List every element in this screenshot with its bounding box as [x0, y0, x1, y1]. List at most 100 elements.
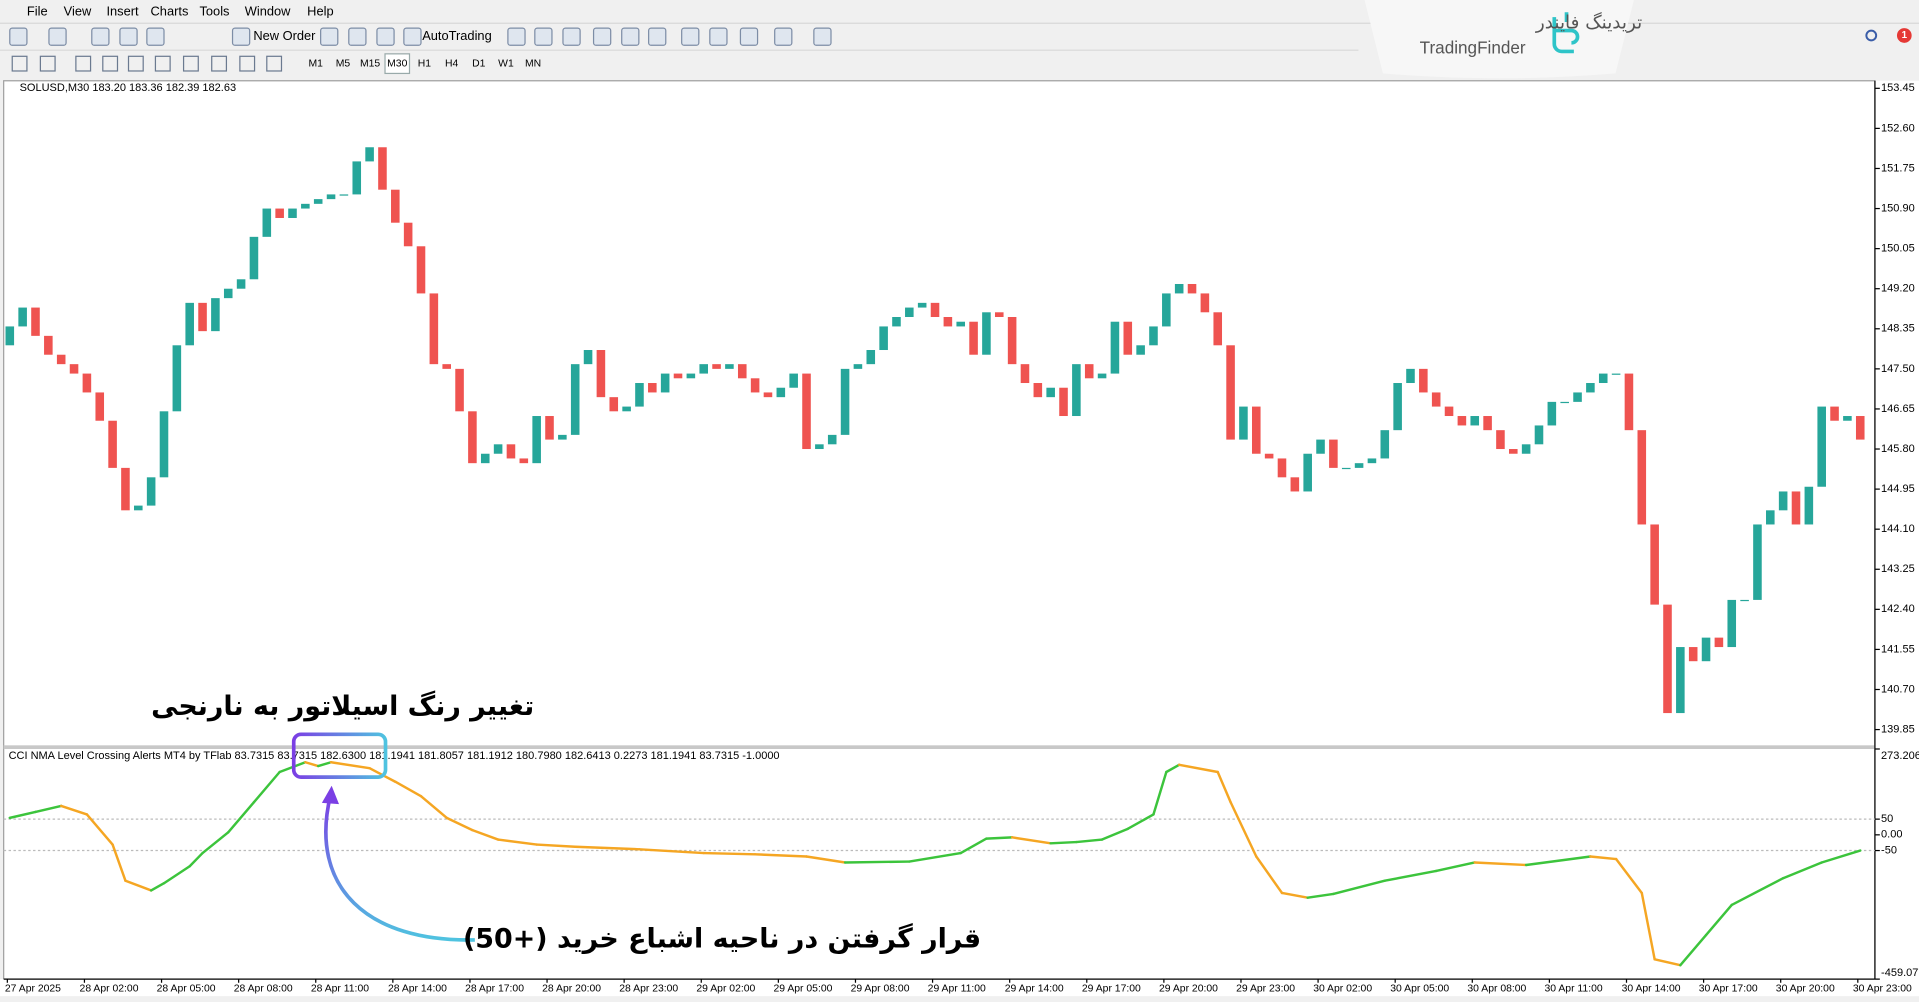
candle-body [1354, 463, 1364, 468]
menu-item[interactable]: Tools [199, 4, 229, 19]
cci-segment [252, 770, 281, 804]
menu-item[interactable]: Charts [151, 4, 189, 19]
candle-body [313, 199, 323, 204]
tool-icon[interactable] [266, 55, 283, 72]
timeframe-button[interactable]: M5 [336, 58, 351, 69]
x-tick-label: 28 Apr 23:00 [619, 984, 678, 995]
tool-icon[interactable] [182, 55, 199, 72]
toolbar-icon[interactable] [709, 27, 728, 46]
cci-segment [702, 851, 757, 856]
new-order-button[interactable]: New Order [253, 28, 316, 43]
toolbar-icon[interactable] [774, 27, 793, 46]
cci-segment [1704, 903, 1733, 937]
candle-body [480, 453, 490, 464]
timeframe-button[interactable]: D1 [472, 58, 486, 69]
toolbar-icon[interactable] [376, 27, 395, 46]
toolbar-icon[interactable] [146, 27, 165, 46]
autotrading-button[interactable]: AutoTrading [422, 28, 492, 43]
candle-body [1341, 467, 1351, 470]
toolbar-icon[interactable] [91, 27, 110, 46]
cci-segment [8, 810, 37, 820]
notification-badge[interactable] [1896, 28, 1912, 43]
candle-body [288, 208, 297, 218]
candle-body [648, 383, 657, 393]
timeframe-button[interactable]: H1 [418, 58, 432, 69]
price-axis [1874, 80, 1919, 997]
toolbar-icon[interactable] [621, 27, 640, 46]
toolbar-icon[interactable] [648, 27, 667, 46]
menu-item[interactable]: Insert [106, 4, 139, 19]
cci-segment [1165, 763, 1181, 774]
tool-icon[interactable] [39, 55, 56, 72]
y-tick-label: 144.95 [1881, 483, 1915, 495]
toolbar-icon[interactable] [119, 27, 138, 46]
y-tick-label: 50 [1881, 813, 1893, 825]
toolbar-icon[interactable] [48, 27, 67, 46]
toolbar-icon[interactable] [562, 27, 581, 46]
tool-icon[interactable] [239, 55, 256, 72]
annotation-note: قرار گرفتن در ناحیه اشباع خرید (+50) [463, 922, 981, 954]
candle-body [1560, 401, 1569, 404]
toolbar-icon[interactable] [320, 27, 339, 46]
timeframe-button[interactable]: W1 [498, 58, 514, 69]
highlight-box [291, 732, 388, 779]
menu-item[interactable]: View [64, 4, 92, 19]
toolbar-icon[interactable] [813, 27, 832, 46]
candle-body [905, 307, 914, 318]
candle-body [159, 411, 169, 478]
toolbar-icon[interactable] [534, 27, 553, 46]
cci-segment [1473, 861, 1528, 867]
search-icon[interactable] [1865, 29, 1878, 42]
x-tick-label: 30 Apr 11:00 [1544, 984, 1602, 995]
candle-body [1419, 368, 1428, 393]
x-tick-label: 29 Apr 17:00 [1082, 984, 1141, 995]
cci-segment [188, 851, 204, 868]
timeframe-button[interactable]: H4 [445, 58, 459, 69]
candle-body [673, 373, 683, 379]
menu-item[interactable]: Help [307, 4, 333, 19]
cci-segment [1781, 861, 1823, 880]
x-tick-label: 28 Apr 14:00 [388, 984, 447, 995]
menu-item[interactable]: Window [245, 4, 291, 19]
panel-divider [3, 745, 1875, 749]
timeframe-button[interactable]: M15 [360, 58, 380, 69]
toolbar-icon[interactable] [739, 27, 759, 46]
candle-body [532, 416, 541, 464]
timeframe-button[interactable]: M30 [387, 58, 407, 69]
toolbar-icon[interactable] [507, 27, 526, 46]
toolbar-icon[interactable] [403, 27, 422, 46]
toolbar-icon[interactable] [592, 27, 612, 46]
x-tick-label: 30 Apr 20:00 [1776, 984, 1835, 995]
tool-icon[interactable] [102, 55, 119, 72]
candle-body [223, 288, 233, 299]
menu-item[interactable]: File [27, 4, 48, 19]
toolbar-icon[interactable] [681, 27, 700, 46]
candle-body [1123, 321, 1133, 355]
candle-body [815, 444, 824, 450]
timeframe-button[interactable]: M1 [309, 58, 324, 69]
tool-icon[interactable] [11, 55, 28, 72]
cci-segment [445, 816, 474, 832]
timeframe-button[interactable]: MN [525, 58, 541, 69]
candle-body [172, 345, 182, 412]
candle-body [1149, 326, 1158, 346]
toolbar-icon[interactable] [231, 27, 251, 46]
tool-icon[interactable] [75, 55, 92, 72]
tool-icon[interactable] [154, 55, 171, 72]
toolbar-icon[interactable] [9, 27, 28, 46]
tool-icon[interactable] [211, 55, 228, 72]
cci-segment [201, 831, 230, 855]
candle-body [378, 147, 387, 190]
candle-body [1573, 392, 1582, 402]
candle-body [18, 307, 27, 327]
cci-segment [843, 860, 911, 864]
x-tick-label: 29 Apr 23:00 [1236, 984, 1295, 995]
candle-body [1547, 401, 1557, 426]
candle-body [789, 373, 798, 388]
cci-segment [1383, 869, 1438, 882]
toolbar-icon[interactable] [348, 27, 367, 46]
candle-body [558, 434, 567, 440]
x-tick-label: 30 Apr 17:00 [1699, 984, 1758, 995]
tool-icon[interactable] [127, 55, 144, 72]
candle-body [262, 208, 272, 237]
